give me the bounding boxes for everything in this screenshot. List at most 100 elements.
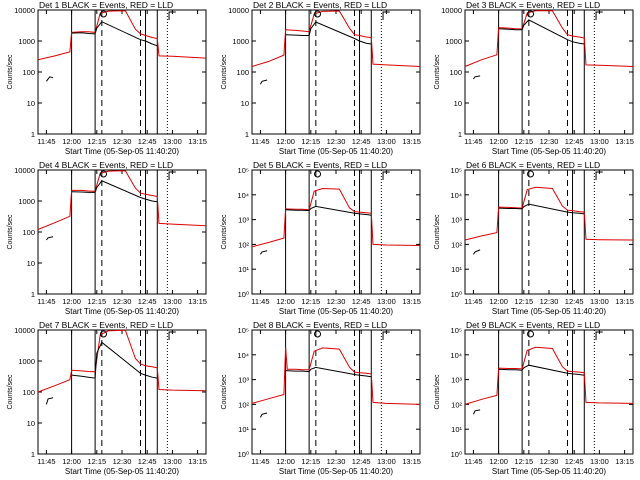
- x-tick-label: 12:30: [327, 297, 346, 306]
- y-tick-label: 10⁴: [237, 191, 249, 200]
- events-series-line: [46, 236, 54, 241]
- x-tick-label: 12:15: [301, 297, 320, 306]
- y-axis-label: Counts/sec: [434, 374, 441, 410]
- x-tick-label: 12:30: [540, 297, 559, 306]
- y-tick-label: 1: [31, 290, 35, 299]
- y-axis-label: Counts/sec: [434, 54, 441, 90]
- y-tick-label: 10⁵: [238, 166, 249, 175]
- y-tick-label: 10⁰: [238, 290, 249, 299]
- events-series-line: [498, 19, 585, 45]
- x-tick-label: 12:00: [62, 297, 81, 306]
- plot-frame: [37, 169, 207, 295]
- panel-5: 10⁰ 10¹ 10² 10³ 10⁴ 10⁵ 11:45 12:00 12:15 12:30 12…: [221, 160, 421, 316]
- top-bracket-marker: [168, 171, 176, 180]
- x-tick-label: 11:45: [251, 457, 269, 466]
- x-tick-label: 13:00: [590, 137, 609, 146]
- x-tick-label: 12:45: [352, 297, 371, 306]
- top-bracket-marker: [168, 11, 176, 20]
- x-tick-label: 12:30: [113, 457, 132, 466]
- lld-series-line: [251, 187, 421, 248]
- x-tick-label: 11:45: [464, 137, 482, 146]
- x-tick-label: 11:45: [37, 297, 55, 306]
- y-tick-label: 10⁰: [238, 450, 249, 459]
- y-tick-label: 1: [31, 450, 35, 459]
- panel-title: Det 7 BLACK = Events, RED = LLD: [39, 320, 173, 330]
- y-tick-label: 10: [27, 419, 35, 428]
- lld-series-line: [251, 10, 421, 67]
- x-tick-label: 12:45: [565, 297, 584, 306]
- y-tick-label: 10⁵: [238, 326, 249, 335]
- events-series-line: [45, 397, 54, 405]
- top-bracket-marker: [382, 11, 390, 20]
- lld-series-line: [464, 186, 634, 241]
- x-tick-label: 12:15: [87, 457, 106, 466]
- x-tick-label: 12:30: [113, 137, 132, 146]
- x-tick-label: 12:00: [276, 457, 295, 466]
- panel-2: 1 10 100 1000 10000 11:45 12:00 12:15 12:30 12:45…: [221, 0, 421, 156]
- events-series-line: [45, 76, 54, 82]
- x-tick-label: 11:45: [251, 297, 269, 306]
- events-series-line: [285, 21, 372, 45]
- y-tick-label: 10⁴: [450, 351, 462, 360]
- lld-series-line: [251, 347, 421, 405]
- y-tick-label: 10000: [441, 6, 462, 15]
- panel-title: Det 3 BLACK = Events, RED = LLD: [466, 0, 600, 10]
- x-tick-label: 12:15: [514, 137, 533, 146]
- panel-title: Det 9 BLACK = Events, RED = LLD: [466, 320, 600, 330]
- x-tick-label: 12:15: [301, 457, 320, 466]
- y-tick-label: 1000: [18, 197, 35, 206]
- y-tick-label: 1: [31, 130, 35, 139]
- y-tick-label: 10⁰: [451, 290, 462, 299]
- events-series-line: [472, 409, 481, 415]
- x-tick-label: 13:00: [163, 457, 182, 466]
- panel-title: Det 1 BLACK = Events, RED = LLD: [39, 0, 173, 10]
- x-tick-label: 13:15: [402, 457, 421, 466]
- x-axis-label: Start Time (05-Sep-05 11:40:20): [492, 307, 606, 316]
- y-tick-label: 10⁰: [451, 450, 462, 459]
- y-tick-label: 100: [236, 68, 249, 77]
- y-tick-label: 10⁵: [451, 166, 462, 175]
- plot-frame: [464, 9, 634, 135]
- top-circle-marker: [527, 330, 535, 338]
- lld-series-line: [464, 346, 634, 405]
- x-tick-label: 13:00: [377, 297, 396, 306]
- x-tick-label: 13:00: [377, 457, 396, 466]
- panel-6: 10⁰ 10¹ 10² 10³ 10⁴ 10⁵ 11:45 12:00 12:15 12:30 12…: [434, 160, 634, 316]
- x-axis-label: Start Time (05-Sep-05 11:40:20): [492, 467, 606, 476]
- x-tick-label: 11:45: [251, 137, 269, 146]
- panel-title: Det 8 BLACK = Events, RED = LLD: [253, 320, 387, 330]
- y-tick-label: 10: [454, 99, 462, 108]
- x-tick-label: 12:00: [276, 297, 295, 306]
- events-series-line: [71, 21, 158, 47]
- y-tick-label: 1000: [18, 357, 35, 366]
- x-tick-label: 12:15: [301, 137, 320, 146]
- x-tick-label: 12:15: [514, 457, 533, 466]
- y-tick-label: 10¹: [451, 265, 462, 274]
- panel-title: Det 5 BLACK = Events, RED = LLD: [253, 160, 387, 170]
- top-bracket-marker: [595, 171, 603, 180]
- x-tick-label: 13:15: [615, 457, 634, 466]
- panel-title: Det 6 BLACK = Events, RED = LLD: [466, 160, 600, 170]
- x-tick-label: 13:15: [188, 137, 207, 146]
- y-tick-label: 10: [27, 99, 35, 108]
- y-tick-label: 10³: [451, 216, 462, 225]
- plot-frame: [37, 329, 207, 455]
- top-bracket-marker: [382, 331, 390, 340]
- y-tick-label: 1: [245, 130, 249, 139]
- x-tick-label: 12:30: [327, 457, 346, 466]
- top-bracket-marker: [595, 11, 603, 20]
- x-axis-label: Start Time (05-Sep-05 11:40:20): [492, 147, 606, 156]
- events-series-line: [259, 79, 268, 85]
- y-tick-label: 100: [22, 388, 35, 397]
- events-series-line: [498, 364, 585, 376]
- plot-frame: [251, 9, 421, 135]
- x-axis-label: Start Time (05-Sep-05 11:40:20): [65, 467, 179, 476]
- x-tick-label: 13:15: [402, 297, 421, 306]
- y-tick-label: 10000: [14, 326, 35, 335]
- x-tick-label: 12:00: [62, 457, 81, 466]
- events-series-line: [498, 203, 585, 215]
- y-axis-label: Counts/sec: [221, 374, 228, 410]
- lld-series-line: [37, 170, 207, 230]
- top-circle-marker: [314, 330, 322, 338]
